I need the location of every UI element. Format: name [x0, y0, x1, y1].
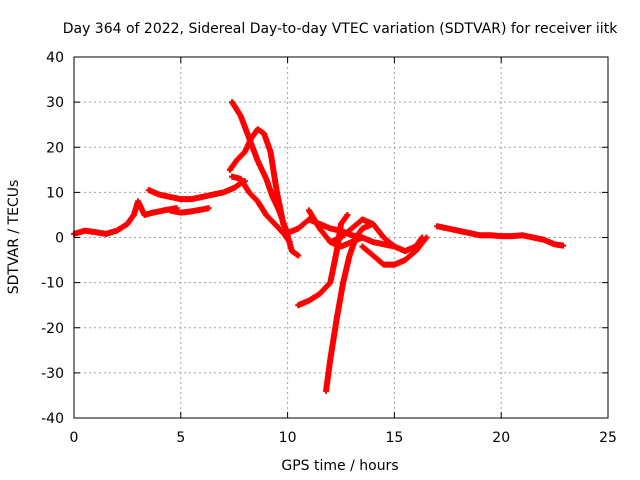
- y-tick-label: -10: [41, 276, 64, 292]
- data-track: [71, 198, 180, 237]
- data-track: [305, 207, 366, 250]
- data-point: [286, 239, 293, 246]
- x-tick-labels: 0 5 10 15 20 25: [70, 430, 617, 446]
- chart-title: Day 364 of 2022, Sidereal Day-to-day VTE…: [63, 21, 618, 37]
- x-tick-label: 20: [492, 430, 510, 446]
- x-tick-label: 25: [599, 430, 617, 446]
- data-points: [71, 99, 567, 394]
- x-tick-label: 5: [176, 430, 185, 446]
- y-axis-label: SDTVAR / TECUs: [6, 180, 22, 295]
- data-track: [323, 220, 377, 394]
- data-track: [434, 223, 567, 249]
- data-point: [359, 234, 366, 241]
- x-tick-label: 10: [279, 430, 297, 446]
- y-tick-label: 10: [46, 185, 64, 201]
- axis-ticks: [73, 56, 609, 419]
- data-point: [423, 234, 430, 241]
- y-tick-label: -40: [41, 411, 64, 427]
- data-point: [205, 205, 212, 212]
- data-track: [359, 234, 430, 268]
- data-track: [226, 126, 291, 236]
- y-tick-label: -30: [41, 366, 64, 382]
- data-point: [560, 242, 567, 249]
- data-track: [145, 178, 248, 203]
- y-tick-label: 30: [46, 95, 64, 111]
- data-track: [229, 173, 293, 246]
- x-axis-label: GPS time / hours: [281, 458, 398, 474]
- x-tick-label: 0: [70, 430, 79, 446]
- y-tick-label: 20: [46, 140, 64, 156]
- y-tick-labels: -40 -30 -20 -10 0 10 20 30 40: [41, 50, 64, 427]
- y-tick-label: 0: [55, 231, 64, 247]
- x-tick-label: 15: [385, 430, 403, 446]
- data-point: [295, 252, 302, 259]
- y-tick-label: 40: [46, 50, 64, 66]
- data-point: [344, 211, 351, 218]
- data-track: [167, 205, 212, 216]
- y-tick-label: -20: [41, 321, 64, 337]
